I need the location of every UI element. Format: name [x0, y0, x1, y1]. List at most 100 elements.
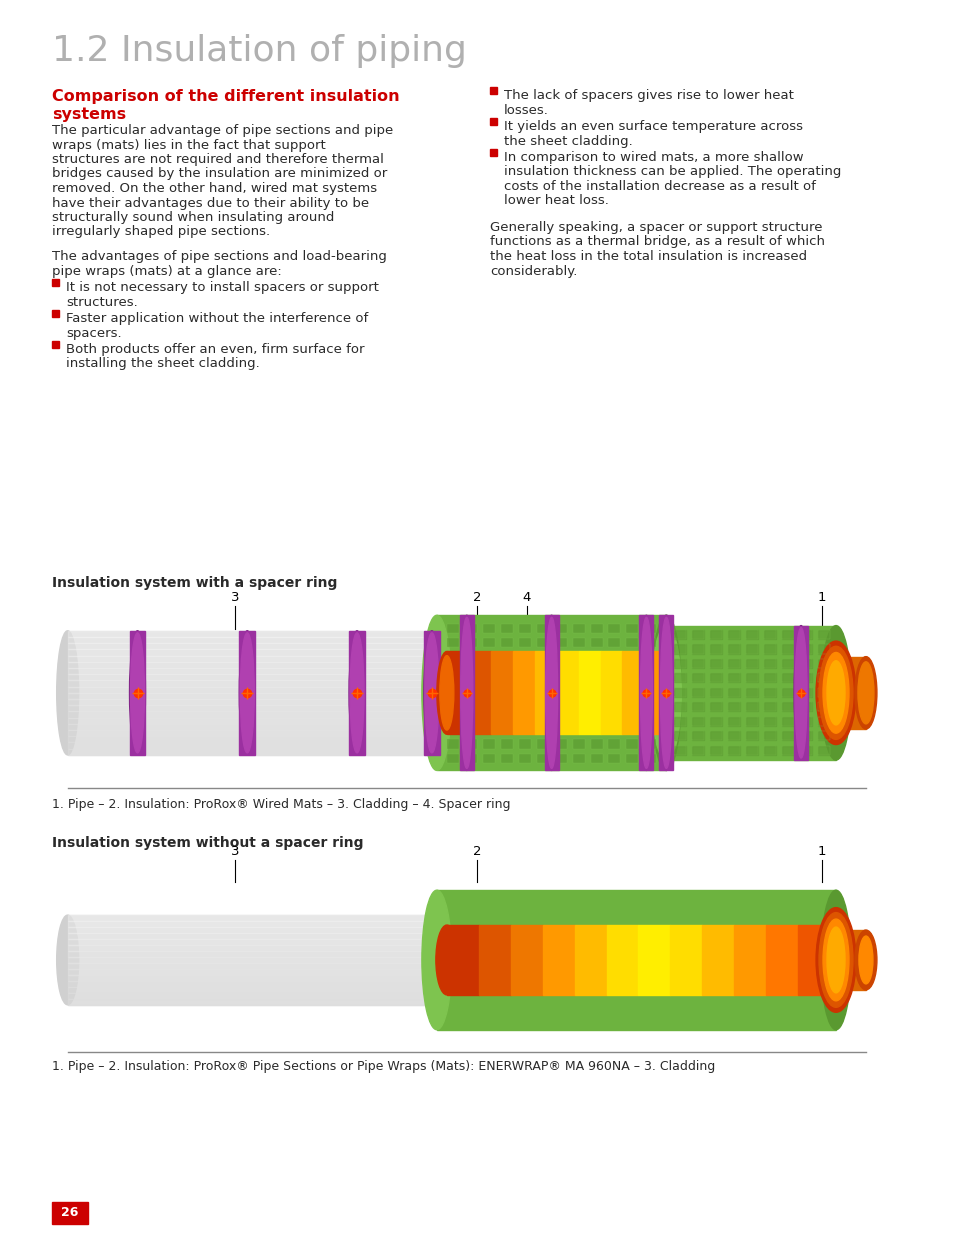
- Bar: [817, 687, 829, 697]
- Bar: [710, 645, 721, 653]
- Ellipse shape: [826, 661, 844, 725]
- Text: 1: 1: [817, 591, 825, 604]
- Bar: [537, 623, 548, 633]
- Bar: [68, 711, 436, 717]
- Text: In comparison to wired mats, a more shallow: In comparison to wired mats, a more shal…: [503, 150, 802, 164]
- Bar: [734, 925, 765, 994]
- Bar: [800, 702, 811, 711]
- Bar: [500, 754, 512, 764]
- Bar: [500, 740, 512, 749]
- Bar: [626, 754, 638, 764]
- Bar: [68, 999, 436, 1004]
- Bar: [798, 925, 829, 994]
- Bar: [608, 681, 619, 691]
- Bar: [554, 740, 566, 749]
- Bar: [590, 711, 602, 720]
- Bar: [349, 631, 365, 755]
- Bar: [745, 731, 758, 740]
- Bar: [68, 933, 436, 939]
- Bar: [537, 711, 548, 720]
- Bar: [727, 702, 740, 711]
- Bar: [674, 658, 685, 668]
- Ellipse shape: [459, 616, 474, 770]
- Bar: [68, 927, 436, 933]
- Text: 2: 2: [473, 845, 480, 858]
- Bar: [68, 939, 436, 946]
- Bar: [643, 623, 656, 633]
- Bar: [482, 638, 495, 647]
- Bar: [518, 711, 530, 720]
- Bar: [727, 658, 740, 668]
- Bar: [692, 645, 703, 653]
- Bar: [554, 623, 566, 633]
- Bar: [793, 626, 807, 760]
- Text: 1. Pipe – 2. Insulation: ProRox® Pipe Sections or Pipe Wraps (Mats): ENERWRAP® M: 1. Pipe – 2. Insulation: ProRox® Pipe Se…: [52, 1060, 715, 1073]
- Bar: [643, 652, 666, 734]
- Bar: [446, 652, 468, 734]
- Bar: [800, 630, 811, 640]
- Bar: [590, 667, 602, 676]
- Bar: [464, 696, 476, 705]
- Bar: [68, 692, 436, 698]
- Bar: [643, 696, 656, 705]
- Bar: [661, 652, 674, 662]
- Ellipse shape: [423, 631, 439, 755]
- Bar: [817, 658, 829, 668]
- Bar: [68, 981, 436, 987]
- Bar: [781, 716, 793, 726]
- Bar: [574, 925, 606, 994]
- Bar: [464, 652, 476, 662]
- Bar: [781, 687, 793, 697]
- Bar: [692, 687, 703, 697]
- Ellipse shape: [815, 908, 855, 1012]
- Bar: [446, 623, 458, 633]
- Ellipse shape: [436, 652, 456, 735]
- Text: Comparison of the different insulation: Comparison of the different insulation: [52, 89, 399, 104]
- Bar: [554, 667, 566, 676]
- Bar: [464, 725, 476, 734]
- Bar: [643, 667, 656, 676]
- Bar: [482, 652, 495, 662]
- Text: 1.2 Insulation of piping: 1.2 Insulation of piping: [52, 34, 466, 68]
- Bar: [763, 673, 776, 682]
- Bar: [800, 731, 811, 740]
- Text: 26: 26: [61, 1206, 78, 1219]
- Ellipse shape: [56, 915, 78, 1004]
- Bar: [446, 740, 458, 749]
- Text: Insulation system without a spacer ring: Insulation system without a spacer ring: [52, 836, 363, 850]
- Bar: [68, 922, 436, 927]
- Bar: [537, 754, 548, 764]
- Bar: [745, 716, 758, 726]
- Bar: [68, 668, 436, 675]
- Bar: [835, 657, 865, 729]
- Bar: [643, 638, 656, 647]
- Bar: [727, 673, 740, 682]
- Bar: [464, 638, 476, 647]
- Bar: [608, 638, 619, 647]
- Bar: [590, 696, 602, 705]
- Text: costs of the installation decrease as a result of: costs of the installation decrease as a …: [503, 181, 815, 193]
- Bar: [482, 681, 495, 691]
- Bar: [692, 716, 703, 726]
- Bar: [817, 645, 829, 653]
- Bar: [674, 746, 685, 755]
- Bar: [68, 698, 436, 705]
- Bar: [68, 915, 436, 922]
- Bar: [727, 687, 740, 697]
- Bar: [765, 925, 798, 994]
- Ellipse shape: [460, 617, 473, 769]
- Bar: [518, 740, 530, 749]
- Text: functions as a thermal bridge, as a result of which: functions as a thermal bridge, as a resu…: [490, 236, 824, 248]
- Text: irregularly shaped pipe sections.: irregularly shaped pipe sections.: [52, 226, 270, 238]
- Bar: [518, 696, 530, 705]
- Bar: [464, 711, 476, 720]
- Bar: [500, 696, 512, 705]
- Bar: [674, 716, 685, 726]
- Bar: [674, 702, 685, 711]
- Ellipse shape: [822, 919, 848, 1001]
- Bar: [68, 742, 436, 749]
- Bar: [68, 650, 436, 656]
- Text: Faster application without the interference of: Faster application without the interfere…: [66, 312, 368, 325]
- Bar: [661, 667, 674, 676]
- Ellipse shape: [857, 662, 873, 724]
